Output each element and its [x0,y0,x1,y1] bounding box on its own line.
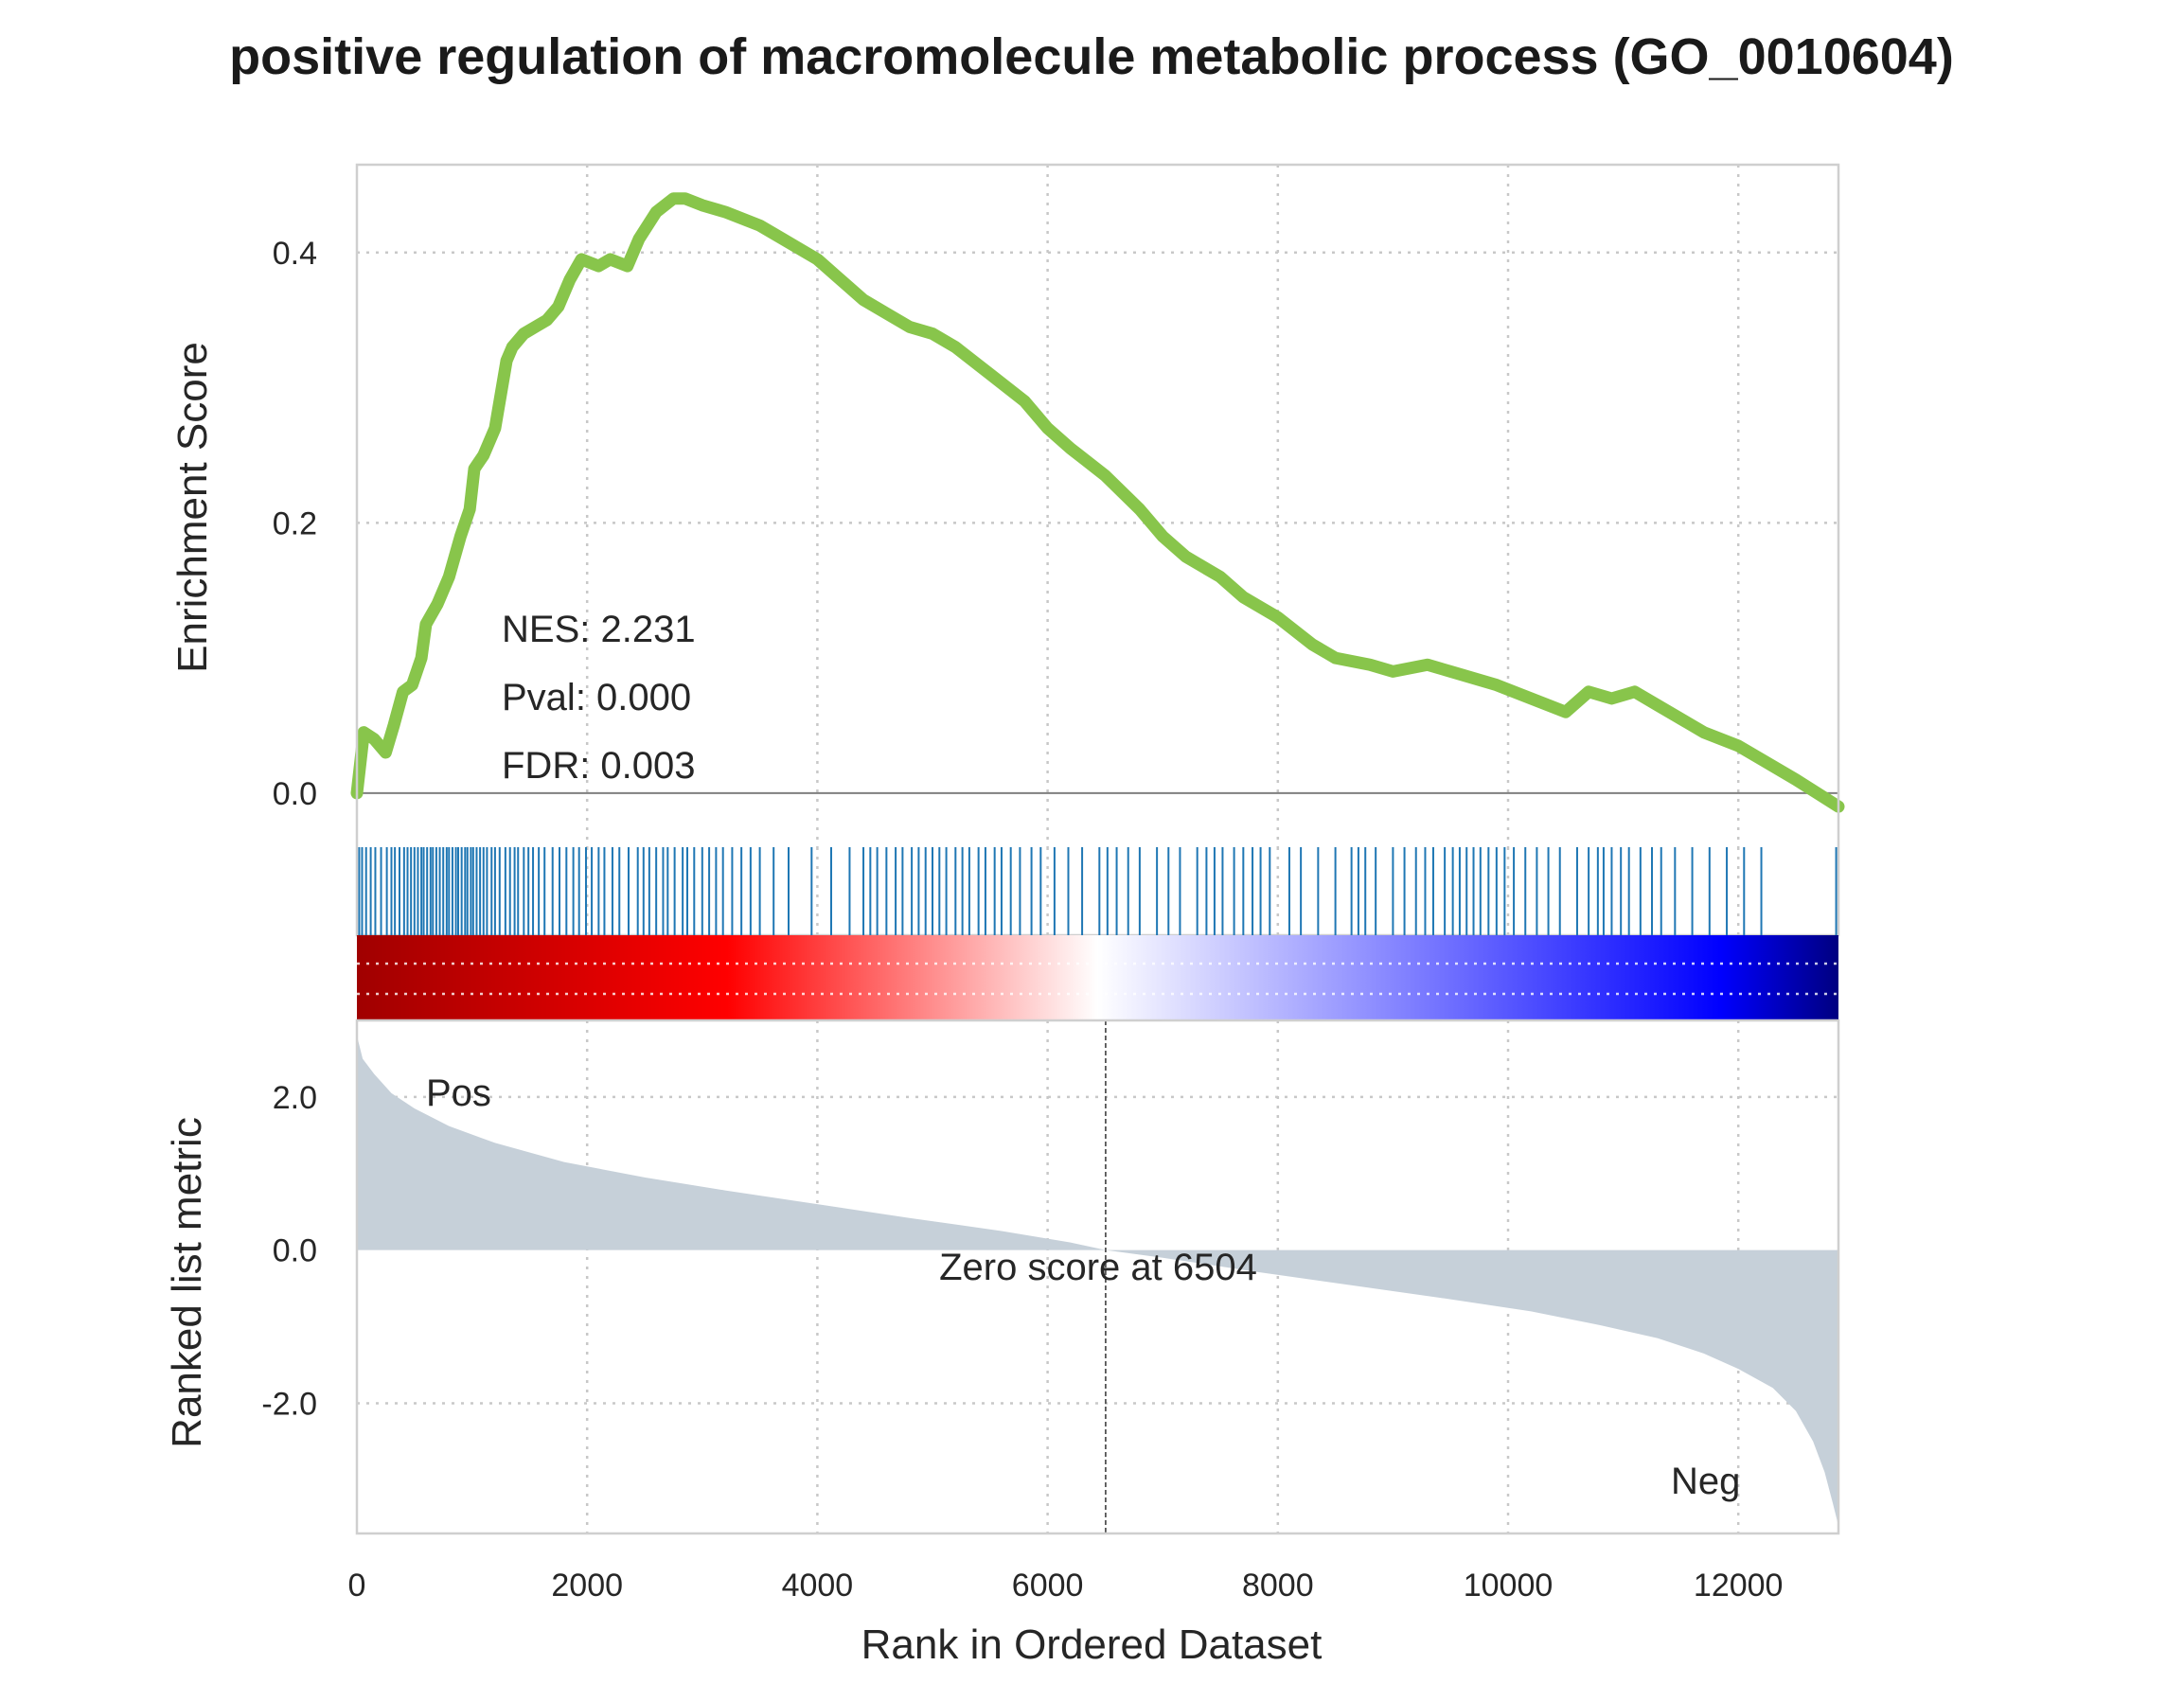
enrichment-panel: 0.0 0.2 0.4 Enrichment Score NES: 2.231 Pv… [169,163,1845,937]
x-tick-label: 4000 [782,1568,854,1604]
x-axis-label: Rank in Ordered Dataset [861,1621,1323,1668]
x-tick-label: 8000 [1242,1568,1314,1604]
ranked-y-tick-label: 2.0 [273,1080,317,1116]
enrichment-y-tick-label: 0.0 [273,776,317,812]
pval-label: Pval: 0.000 [502,677,691,718]
enrichment-y-label: Enrichment Score [169,342,216,673]
hits-panel [358,847,1838,935]
zero-score-label: Zero score at 6504 [939,1247,1257,1288]
fdr-label: FDR: 0.003 [502,745,696,787]
chart-title: positive regulation of macromolecule met… [229,28,1954,85]
x-tick-label: 10000 [1464,1568,1554,1604]
enrichment-frame [355,163,1840,937]
x-tick-label: 2000 [551,1568,623,1604]
enrichment-y-tick-label: 0.2 [273,505,317,541]
rank-colorbar [357,935,1838,1020]
ranked-metric-area [357,1036,1838,1526]
neg-label: Neg [1671,1461,1740,1502]
ranked-y-ticks: 2.0 0.0 -2.0 [261,1080,317,1423]
colorbar-grid [357,962,1838,996]
pos-label: Pos [426,1072,491,1114]
x-tick-label: 6000 [1012,1568,1084,1604]
enrichment-y-ticks: 0.0 0.2 0.4 [273,236,317,812]
enrichment-grid [357,165,1838,847]
x-tick-label: 0 [348,1568,366,1604]
ranked-frame [355,1019,1840,1535]
x-tick-label: 12000 [1694,1568,1784,1604]
colorbar-panel [357,935,1838,1020]
ranked-y-label: Ranked list metric [164,1117,210,1448]
ranked-metric-panel: 2.0 0.0 -2.0 Ranked list metric Pos Neg Ze… [164,1019,1840,1535]
ranked-y-tick-label: 0.0 [273,1233,317,1269]
enrichment-y-tick-label: 0.4 [273,236,317,272]
hit-lines [358,847,1838,935]
nes-label: NES: 2.231 [502,609,696,650]
ranked-y-tick-label: -2.0 [261,1386,317,1422]
x-ticks: 0 2000 4000 6000 8000 10000 12000 [348,1568,1784,1604]
enrichment-line [350,192,1845,813]
